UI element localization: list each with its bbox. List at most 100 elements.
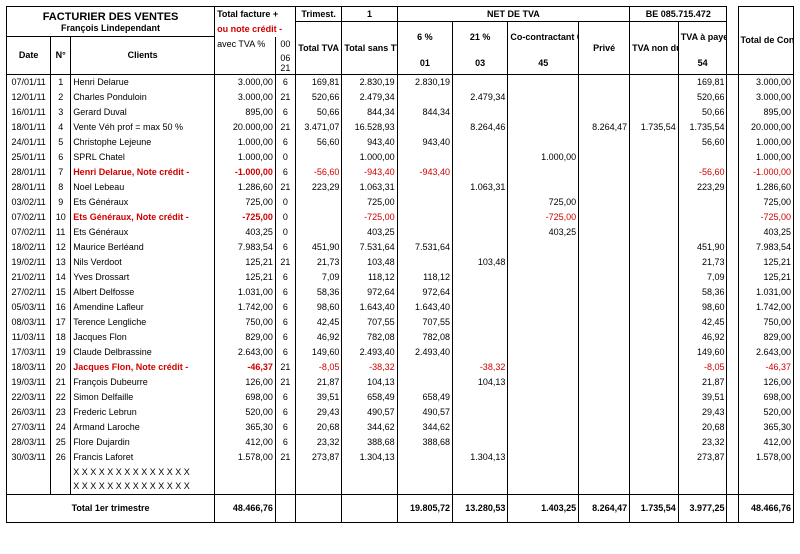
cell-pr xyxy=(579,389,630,404)
cell-tnd xyxy=(630,374,679,389)
cell-tap xyxy=(678,479,727,494)
cell-tv: 6 xyxy=(275,344,295,359)
cell-p21 xyxy=(453,149,508,164)
cell-tsans: 844,34 xyxy=(342,104,397,119)
cell-tnd xyxy=(630,194,679,209)
cell-ctrl: 126,00 xyxy=(738,374,793,389)
cell-c: Vente Véh prof = max 50 % xyxy=(71,119,215,134)
cell-cc xyxy=(508,254,579,269)
trimest-label: Trimest. xyxy=(295,7,341,22)
cell-cc: 403,25 xyxy=(508,224,579,239)
cell-n: 15 xyxy=(51,284,71,299)
cell-d: 30/03/11 xyxy=(7,449,51,464)
cell-pr xyxy=(579,209,630,224)
cell-ctrl: 2.643,00 xyxy=(738,344,793,359)
cell-p6: 1.643,40 xyxy=(397,299,452,314)
cell-d: 16/01/11 xyxy=(7,104,51,119)
cell-d: 19/03/11 xyxy=(7,374,51,389)
cell-cc xyxy=(508,464,579,479)
cell-fa: 1.000,00 xyxy=(215,149,276,164)
cell-d: 18/02/11 xyxy=(7,239,51,254)
cell-p21: 2.479,34 xyxy=(453,89,508,104)
cell-p6: 388,68 xyxy=(397,434,452,449)
cell-tsans: 118,12 xyxy=(342,269,397,284)
cell-tv: 0 xyxy=(275,224,295,239)
cell-n: 9 xyxy=(51,194,71,209)
cell-p6: 782,08 xyxy=(397,329,452,344)
cell-p6: 118,12 xyxy=(397,269,452,284)
cell-p21 xyxy=(453,194,508,209)
cell-tnd xyxy=(630,449,679,464)
cell-fa: -1.000,00 xyxy=(215,164,276,179)
cell-p6: 7.531,64 xyxy=(397,239,452,254)
cell-pr xyxy=(579,479,630,494)
cell-tnd xyxy=(630,74,679,89)
cell-n: 26 xyxy=(51,449,71,464)
table-row: 07/02/1110Ets Généraux, Note crédit --72… xyxy=(7,209,794,224)
cell-pr xyxy=(579,194,630,209)
cell-ttva: -56,60 xyxy=(295,164,341,179)
cell-tsans: 104,13 xyxy=(342,374,397,389)
total-tva-h: Total TVA xyxy=(295,22,341,75)
cell-p21 xyxy=(453,404,508,419)
cell-tv: 21 xyxy=(275,374,295,389)
cell-c: Nils Verdoot xyxy=(71,254,215,269)
cell-c: Simon Delfaille xyxy=(71,389,215,404)
cell-fa: 698,00 xyxy=(215,389,276,404)
cell-c: Amendine Lafleur xyxy=(71,299,215,314)
cell-cc xyxy=(508,389,579,404)
cell-cc xyxy=(508,314,579,329)
cell-ctrl: 698,00 xyxy=(738,389,793,404)
cell-fa: 365,30 xyxy=(215,419,276,434)
cell-tnd xyxy=(630,479,679,494)
cell-pr xyxy=(579,239,630,254)
cell-fa: -725,00 xyxy=(215,209,276,224)
cell-tv: 21 xyxy=(275,254,295,269)
table-row: 17/03/1119Claude Delbrassine2.643,006149… xyxy=(7,344,794,359)
cell-pr xyxy=(579,404,630,419)
cell-cc xyxy=(508,179,579,194)
table-row: 03/02/119Ets Généraux725,000725,00725,00… xyxy=(7,194,794,209)
table-row: X X X X X X X X X X X X X X xyxy=(7,479,794,494)
cell-tap: 21,87 xyxy=(678,374,727,389)
cell-c: Henri Delarue, Note crédit - xyxy=(71,164,215,179)
prive-h: Privé xyxy=(579,22,630,75)
cell-tnd xyxy=(630,239,679,254)
cell-d: 18/03/11 xyxy=(7,359,51,374)
cell-tv: 21 xyxy=(275,179,295,194)
cell-p21 xyxy=(453,164,508,179)
cell-cc xyxy=(508,374,579,389)
cell-pr xyxy=(579,254,630,269)
cell-ttva: 520,66 xyxy=(295,89,341,104)
cell-tnd xyxy=(630,149,679,164)
cell-tsans: 725,00 xyxy=(342,194,397,209)
cell-cc xyxy=(508,299,579,314)
trimest-num: 1 xyxy=(342,7,397,22)
cell-tnd xyxy=(630,434,679,449)
cell-tnd xyxy=(630,269,679,284)
cell-p6 xyxy=(397,209,452,224)
cell-tap: -8,05 xyxy=(678,359,727,374)
cell-p21 xyxy=(453,479,508,494)
cell-tsans: 7.531,64 xyxy=(342,239,397,254)
table-row: 22/03/1122Simon Delfaille698,00639,51658… xyxy=(7,389,794,404)
cell-p6: 490,57 xyxy=(397,404,452,419)
cell-tap xyxy=(678,224,727,239)
cell-ttva: 56,60 xyxy=(295,134,341,149)
cell-cc xyxy=(508,434,579,449)
total-label: Total 1er trimestre xyxy=(7,494,215,522)
cell-c: Jacques Flon xyxy=(71,329,215,344)
cell-cc xyxy=(508,449,579,464)
cell-tsans: 1.643,40 xyxy=(342,299,397,314)
cell-tap: 23,32 xyxy=(678,434,727,449)
cell-ttva: 273,87 xyxy=(295,449,341,464)
cell-tv: 21 xyxy=(275,449,295,464)
cell-cc: -725,00 xyxy=(508,209,579,224)
cell-tv: 6 xyxy=(275,389,295,404)
cell-p21: 103,48 xyxy=(453,254,508,269)
cell-cc xyxy=(508,119,579,134)
tva-a-payer-h: TVA à payer xyxy=(678,22,727,52)
cell-ttva: 169,81 xyxy=(295,74,341,89)
table-row: 07/02/1111Ets Généraux403,250403,25403,2… xyxy=(7,224,794,239)
cell-tv: 6 xyxy=(275,434,295,449)
